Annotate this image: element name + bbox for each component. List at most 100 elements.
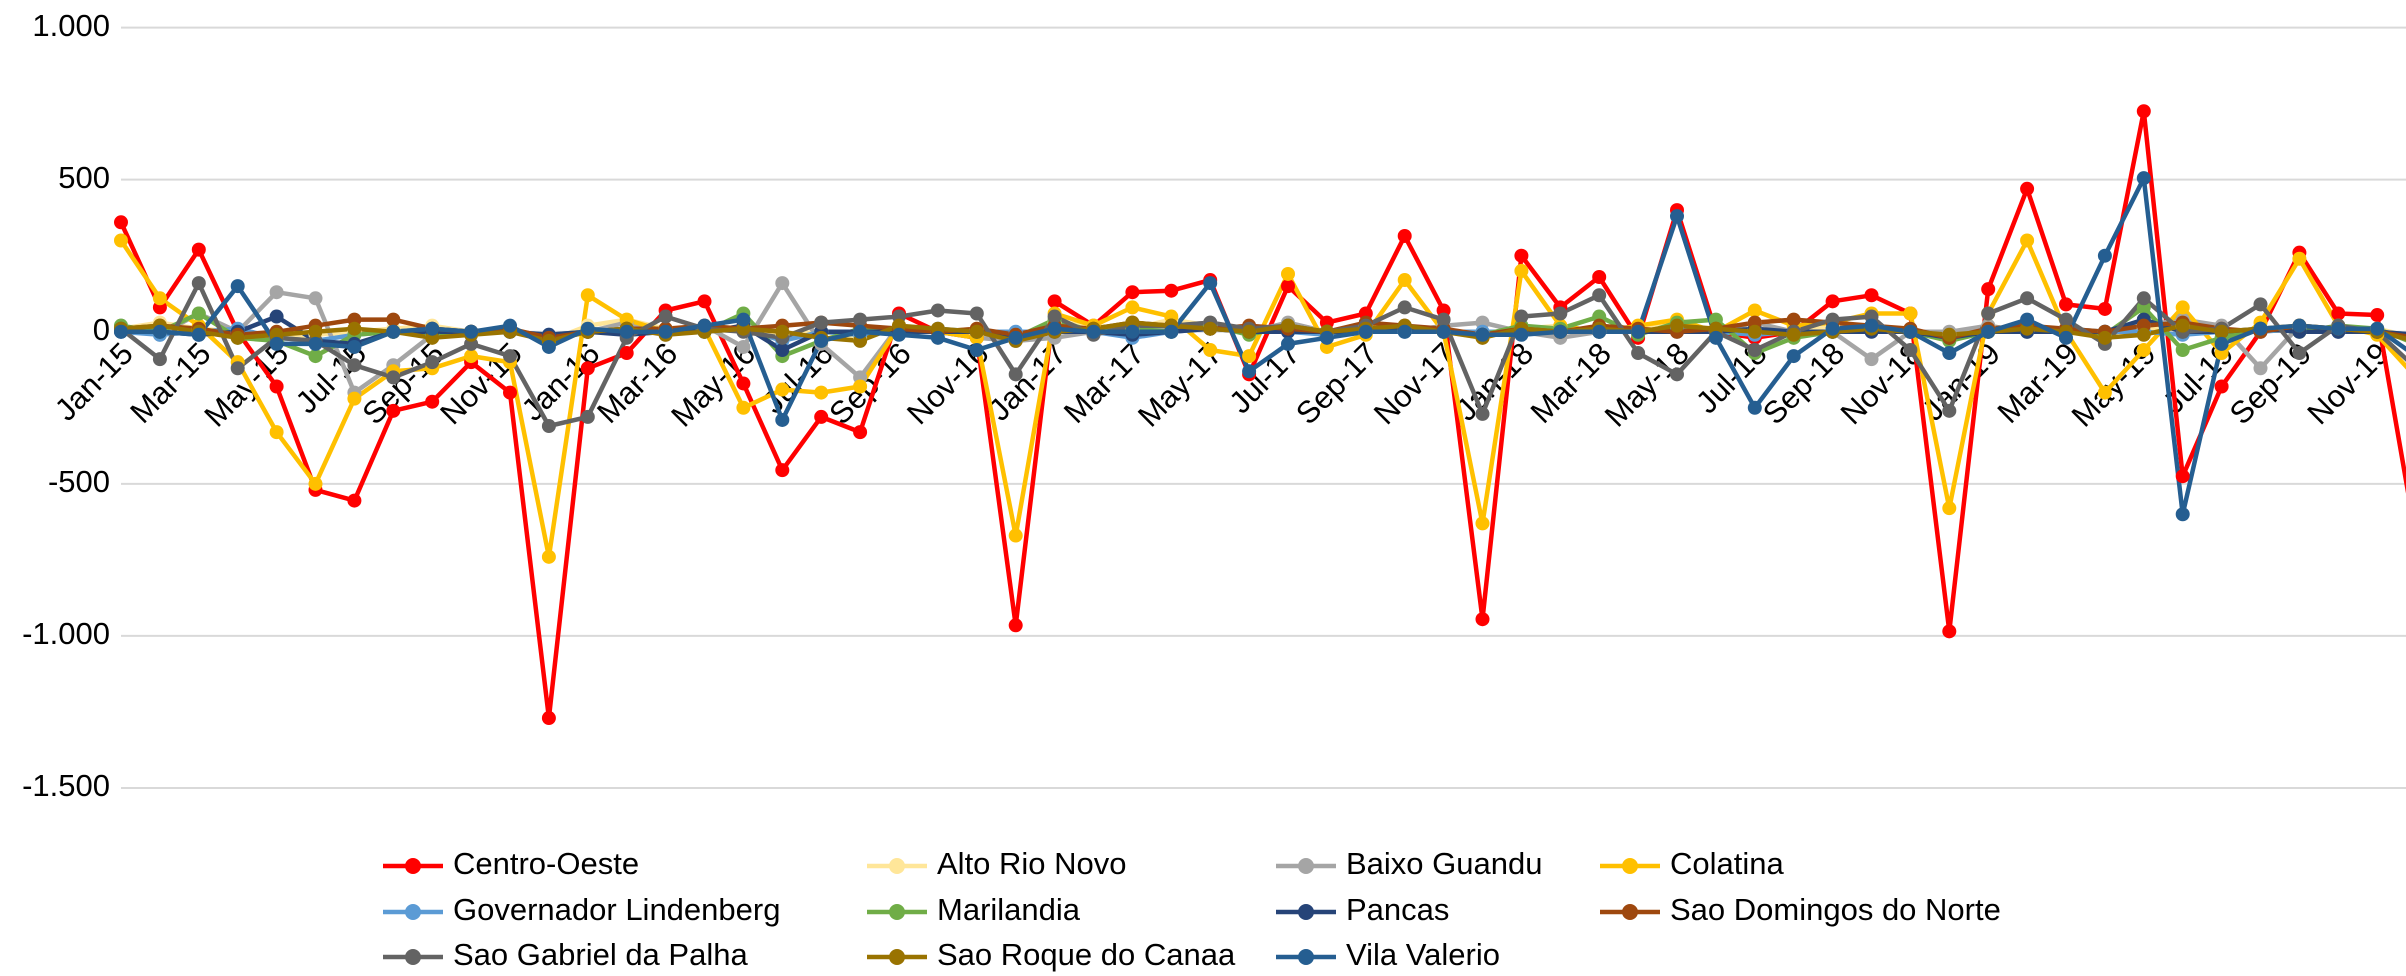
data-point	[814, 409, 829, 424]
data-point	[347, 339, 362, 354]
data-point	[1708, 330, 1723, 345]
data-point	[1631, 346, 1646, 361]
data-point	[1008, 330, 1023, 345]
data-point	[1047, 294, 1062, 309]
legend-marker	[889, 904, 905, 920]
data-point	[230, 279, 245, 294]
data-point	[308, 349, 323, 364]
legend-label: Pancas	[1346, 892, 1449, 927]
data-point	[191, 242, 206, 257]
data-point	[2097, 330, 2112, 345]
data-point	[969, 343, 984, 358]
data-point	[503, 318, 517, 333]
data-point	[2214, 336, 2229, 351]
data-point	[1242, 349, 1257, 364]
data-point	[580, 361, 595, 376]
data-point	[1164, 324, 1179, 339]
x-tick-label: Sep-16	[822, 336, 917, 431]
data-point	[2136, 291, 2151, 306]
data-point	[1008, 618, 1023, 633]
data-point	[191, 327, 206, 342]
data-point	[775, 382, 790, 397]
legend-marker	[1298, 904, 1314, 920]
data-point	[1942, 501, 1957, 516]
legend-label: Colatina	[1670, 846, 1784, 881]
data-point	[503, 385, 517, 400]
data-point	[1436, 312, 1451, 327]
data-point	[1125, 285, 1140, 300]
data-point	[308, 476, 323, 491]
data-point	[1358, 324, 1373, 339]
data-point	[308, 291, 323, 306]
data-point	[308, 336, 323, 351]
data-point	[736, 400, 751, 415]
data-point	[1864, 288, 1879, 303]
legend-marker	[889, 858, 905, 874]
data-point	[269, 425, 284, 440]
data-point	[1864, 352, 1879, 367]
data-point	[2175, 469, 2190, 484]
data-point	[2331, 321, 2346, 336]
data-point	[1397, 273, 1412, 288]
data-point	[386, 312, 401, 327]
data-point	[1475, 612, 1490, 627]
data-point	[1514, 248, 1529, 263]
data-point	[1008, 367, 1023, 382]
data-point	[1203, 321, 1218, 336]
data-point	[1203, 343, 1218, 358]
data-point	[269, 309, 284, 324]
legend-marker	[1622, 858, 1638, 874]
data-point	[619, 346, 634, 361]
data-point	[2097, 248, 2112, 263]
data-point	[775, 412, 790, 427]
data-point	[814, 315, 829, 330]
data-point	[1281, 318, 1295, 333]
data-point	[697, 318, 712, 333]
data-point	[1825, 294, 1840, 309]
data-point	[541, 549, 556, 564]
data-point	[1747, 324, 1762, 339]
data-point	[2292, 346, 2307, 361]
data-point	[892, 327, 906, 342]
data-point	[2097, 301, 2112, 316]
data-point	[853, 379, 868, 394]
legend-label: Sao Domingos do Norte	[1670, 892, 2001, 927]
y-tick-label: -1.500	[22, 768, 110, 803]
data-point	[930, 303, 945, 318]
data-point	[230, 330, 245, 345]
data-point	[1242, 364, 1257, 379]
data-point	[2214, 379, 2229, 394]
data-point	[2175, 507, 2190, 522]
data-point	[2059, 330, 2073, 345]
data-point	[2059, 312, 2073, 327]
data-point	[1864, 318, 1879, 333]
data-point	[386, 403, 401, 418]
data-point	[736, 339, 751, 354]
data-point	[1825, 321, 1840, 336]
data-point	[114, 324, 128, 339]
data-point	[191, 276, 206, 291]
data-point	[658, 309, 673, 324]
data-point	[2292, 318, 2307, 333]
legend-label: Alto Rio Novo	[937, 846, 1127, 881]
x-tick-label: Jan-17	[982, 336, 1074, 428]
legend-marker	[1298, 858, 1314, 874]
legend-label: Centro-Oeste	[453, 846, 639, 881]
data-point	[425, 321, 440, 336]
legend-label: Sao Gabriel da Palha	[453, 937, 748, 972]
data-point	[1281, 279, 1295, 294]
data-point	[114, 233, 128, 248]
data-point	[2136, 343, 2151, 358]
data-point	[191, 306, 206, 321]
data-point	[1592, 288, 1607, 303]
data-point	[736, 376, 751, 391]
data-point	[2136, 171, 2151, 186]
data-point	[1281, 336, 1295, 351]
data-point	[853, 312, 868, 327]
data-point	[1475, 406, 1490, 421]
data-point	[2175, 300, 2190, 315]
data-point	[1475, 327, 1490, 342]
data-point	[2020, 312, 2035, 327]
legend-marker	[1622, 904, 1638, 920]
data-point	[2253, 321, 2268, 336]
